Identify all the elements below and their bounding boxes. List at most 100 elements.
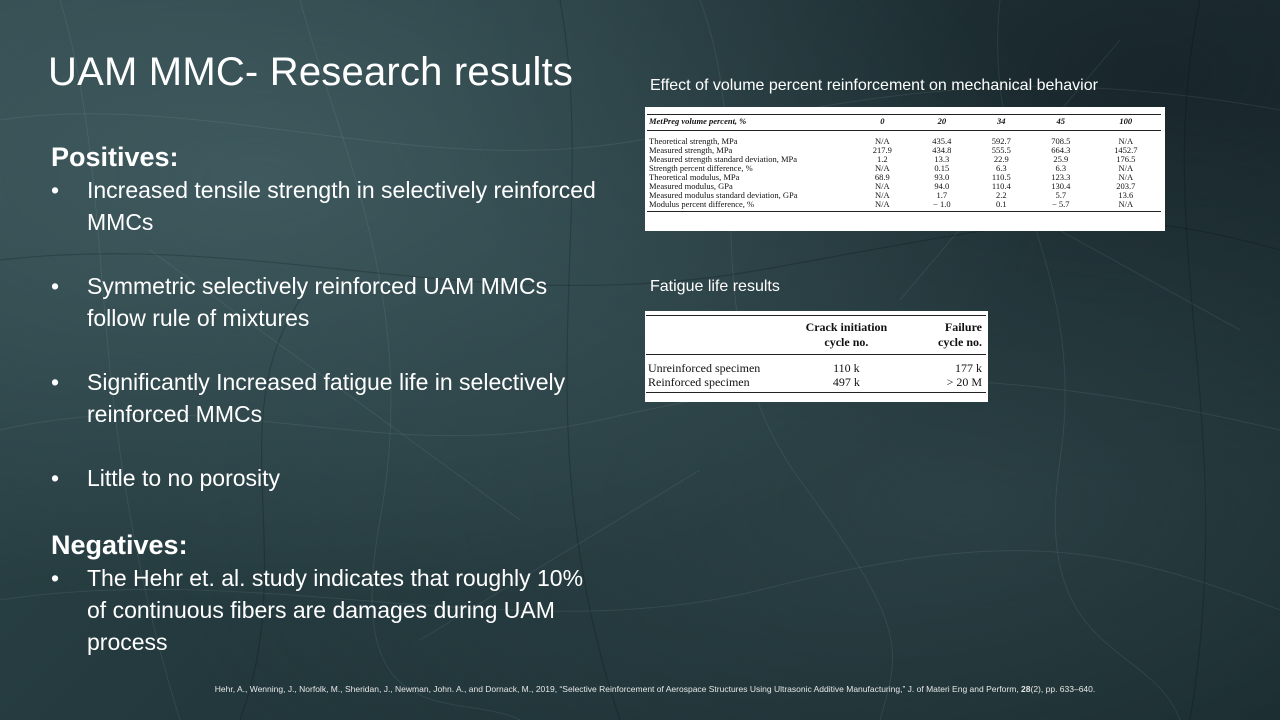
table-cell: N/A (1118, 136, 1134, 146)
table1-header-cell: MetPreg volume percent, % (647, 114, 853, 131)
table-cell: N/A (1118, 163, 1134, 173)
table-row: Modulus percent difference, % N/A − 1.0 … (647, 200, 1161, 212)
mechanical-behavior-table-image: MetPreg volume percent, % 0 20 34 45 100… (645, 107, 1165, 231)
table-cell: 13.6 (1118, 190, 1134, 200)
table-row: Reinforced specimen 497 k > 20 M (646, 375, 986, 393)
table-cell: Theoretical modulus, MPa (649, 172, 740, 182)
table-cell: 110.5 (991, 172, 1011, 182)
positive-bullet-2: • Symmetric selectively reinforced UAM M… (51, 270, 611, 334)
table-row: Measured strength, MPa 217.9 434.8 555.5… (647, 146, 1161, 155)
reference-volume: 28 (1021, 684, 1031, 694)
positive-bullet-2-text: Symmetric selectively reinforced UAM MMC… (87, 273, 548, 331)
table-row: Measured modulus, GPa N/A 94.0 110.4 130… (647, 182, 1161, 191)
table-cell: − 5.7 (1031, 200, 1091, 212)
table-row: Unreinforced specimen 110 k 177 k (646, 355, 986, 376)
positive-bullet-4-text: Little to no porosity (87, 465, 281, 491)
table-row: Measured modulus standard deviation, GPa… (647, 191, 1161, 200)
table-cell: 6.3 (995, 163, 1007, 173)
table-cell: 177 k (955, 361, 982, 375)
table-cell: 5.7 (1055, 190, 1067, 200)
table2-header-row: Crack initiation cycle no. Failure cycle… (646, 315, 986, 355)
bullet-glyph: • (51, 177, 60, 203)
table-cell: 217.9 (872, 145, 892, 155)
bullet-glyph: • (51, 465, 60, 491)
table-cell: 176.5 (1116, 154, 1136, 164)
table-cell: 25.9 (1053, 154, 1069, 164)
positive-bullet-3: • Significantly Increased fatigue life i… (51, 366, 611, 430)
table-cell: Measured modulus, GPa (649, 181, 733, 191)
fatigue-life-table: Crack initiation cycle no. Failure cycle… (646, 315, 986, 393)
reference-citation: Hehr, A., Wenning, J., Norfolk, M., Sher… (0, 684, 1280, 694)
table-cell: N/A (875, 163, 890, 173)
table-cell: 1452.7 (1114, 145, 1138, 155)
table-cell: 123.3 (1051, 172, 1071, 182)
bullet-glyph: • (51, 565, 60, 591)
table1-caption: Effect of volume percent reinforcement o… (650, 77, 1098, 94)
table-cell: Reinforced specimen (646, 375, 782, 393)
table-cell: 592.7 (991, 136, 1011, 146)
table-cell: 1.2 (877, 154, 888, 164)
table-cell: 555.5 (991, 145, 1011, 155)
table-cell: 708.5 (1051, 136, 1071, 146)
table-row: Theoretical modulus, MPa 68.9 93.0 110.5… (647, 173, 1161, 182)
negative-bullet-1: • The Hehr et. al. study indicates that … (51, 562, 596, 658)
table1-header-cell: 34 (971, 114, 1032, 131)
table-cell: 203.7 (1116, 181, 1136, 191)
positive-bullet-4: • Little to no porosity (51, 462, 611, 494)
table-cell: Measured modulus standard deviation, GPa (649, 190, 798, 200)
positive-bullet-1: • Increased tensile strength in selectiv… (51, 174, 611, 238)
table1-header-cell: 20 (912, 114, 972, 131)
positive-bullet-1-text: Increased tensile strength in selectivel… (87, 177, 596, 235)
table-cell: 0.1 (971, 200, 1032, 212)
table-cell: 1.7 (936, 190, 948, 200)
table2-header-line: cycle no. (824, 335, 869, 349)
table-cell: N/A (1118, 172, 1134, 182)
table-cell: 0.15 (934, 163, 950, 173)
table2-header-line: cycle no. (938, 335, 982, 349)
table-cell: 110 k (833, 361, 860, 375)
bullet-glyph: • (51, 369, 60, 395)
table-cell: Strength percent difference, % (649, 163, 753, 173)
table2-caption: Fatigue life results (650, 278, 780, 295)
table-cell: N/A (852, 200, 913, 212)
table2-header-line: Failure (944, 320, 982, 334)
table-cell: 13.3 (934, 154, 950, 164)
table-cell: N/A (875, 136, 890, 146)
table-cell: 497 k (782, 375, 911, 393)
table-cell: 664.3 (1051, 145, 1071, 155)
mechanical-behavior-table: MetPreg volume percent, % 0 20 34 45 100… (647, 114, 1161, 212)
table-cell: 130.4 (1051, 181, 1071, 191)
table-cell: Measured strength standard deviation, MP… (649, 154, 798, 164)
bullet-glyph: • (51, 273, 60, 299)
table-row: Strength percent difference, % N/A 0.15 … (647, 164, 1161, 173)
reference-text-start: Hehr, A., Wenning, J., Norfolk, M., Sher… (214, 684, 1022, 694)
table-cell: 434.8 (932, 145, 952, 155)
table-cell: > 20 M (910, 375, 986, 393)
negatives-heading: Negatives: (51, 530, 188, 560)
table-cell: N/A (875, 190, 890, 200)
negative-bullet-1-text: The Hehr et. al. study indicates that ro… (87, 565, 584, 655)
table-cell: 22.9 (993, 154, 1009, 164)
reference-text-end: (2), pp. 633–640. (1030, 684, 1096, 694)
table-cell: 435.4 (932, 136, 952, 146)
positive-bullet-3-text: Significantly Increased fatigue life in … (87, 369, 566, 427)
table-cell: Modulus percent difference, % (647, 200, 853, 212)
positives-heading: Positives: (51, 142, 179, 172)
table-cell: − 1.0 (912, 200, 972, 212)
table-cell: Measured strength, MPa (649, 145, 733, 155)
table-cell: 94.0 (934, 181, 950, 191)
fatigue-life-table-image: Crack initiation cycle no. Failure cycle… (645, 311, 988, 402)
table-cell: N/A (875, 181, 890, 191)
table1-header-cell: 45 (1031, 114, 1091, 131)
table-cell: Theoretical strength, MPa (649, 136, 738, 146)
table-cell: 110.4 (991, 181, 1011, 191)
table-cell: 2.2 (995, 190, 1007, 200)
slide-title: UAM MMC- Research results (48, 50, 574, 94)
table-row: Theoretical strength, MPa N/A 435.4 592.… (647, 131, 1161, 147)
table1-header-row: MetPreg volume percent, % 0 20 34 45 100 (647, 114, 1161, 131)
table-cell: 6.3 (1055, 163, 1067, 173)
table2-header-cell: Failure cycle no. (910, 315, 986, 355)
table2-header-line: Crack initiation (805, 320, 888, 334)
table1-header-cell: 100 (1090, 114, 1161, 131)
table-cell: Unreinforced specimen (648, 361, 761, 375)
